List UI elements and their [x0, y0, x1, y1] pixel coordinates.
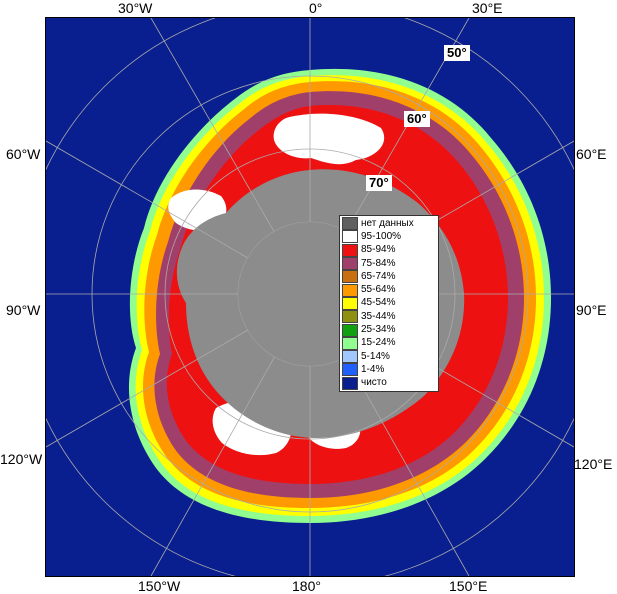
- legend-swatch: [342, 310, 358, 324]
- legend-label: 1-4%: [361, 363, 385, 375]
- lat-label-70: 70°: [366, 175, 392, 191]
- legend-label: 75-84%: [361, 257, 396, 269]
- legend-label: 55-64%: [361, 284, 396, 296]
- legend-item: 75-84%: [342, 257, 436, 271]
- legend-item: 65-74%: [342, 270, 436, 284]
- legend-item: 25-34%: [342, 323, 436, 337]
- legend-swatch: [342, 243, 358, 257]
- map-canvas: [46, 18, 574, 576]
- legend-label: 15-24%: [361, 337, 396, 349]
- legend-label: 25-34%: [361, 324, 396, 336]
- lat-label-50: 50°: [444, 45, 470, 61]
- lon-label-60w: 60°W: [6, 146, 41, 162]
- legend-label: нет данных: [361, 217, 414, 229]
- legend-swatch: [342, 257, 358, 271]
- legend-swatch: [342, 217, 358, 231]
- legend-swatch: [342, 376, 358, 390]
- lat-label-60: 60°: [404, 111, 430, 127]
- lon-label-90e: 90°E: [576, 302, 607, 318]
- legend-item: нет данных: [342, 217, 436, 231]
- legend-swatch: [342, 270, 358, 284]
- legend-item: 35-44%: [342, 310, 436, 324]
- lon-label-150e: 150°E: [449, 578, 488, 594]
- lon-label-180: 180°: [292, 578, 321, 594]
- legend-label: 65-74%: [361, 270, 396, 282]
- legend-swatch: [342, 296, 358, 310]
- lon-label-30e: 30°E: [472, 0, 503, 16]
- legend-label: 35-44%: [361, 310, 396, 322]
- legend-item: 5-14%: [342, 350, 436, 364]
- legend-swatch: [342, 323, 358, 337]
- legend-item: 95-100%: [342, 230, 436, 244]
- legend-label: 5-14%: [361, 350, 390, 362]
- legend-item: 85-94%: [342, 243, 436, 257]
- lon-label-0: 0°: [309, 0, 323, 16]
- legend-item: 1-4%: [342, 363, 436, 377]
- legend-label: чисто: [361, 377, 387, 389]
- legend-label: 95-100%: [361, 230, 402, 242]
- lon-label-150w: 150°W: [138, 578, 181, 594]
- legend-item: 55-64%: [342, 283, 436, 297]
- legend-label: 85-94%: [361, 244, 396, 256]
- ice-patch-95-100-weddell: [273, 113, 385, 165]
- legend-item: чисто: [342, 376, 436, 390]
- lon-label-90w: 90°W: [6, 302, 41, 318]
- lon-label-120e: 120°E: [574, 456, 613, 472]
- legend-swatch: [342, 283, 358, 297]
- lon-label-60e: 60°E: [576, 146, 607, 162]
- legend-item: 45-54%: [342, 296, 436, 310]
- legend-label: 45-54%: [361, 297, 396, 309]
- lon-label-30w: 30°W: [118, 0, 153, 16]
- sea-ice-map: [45, 17, 575, 577]
- legend-swatch: [342, 350, 358, 364]
- legend-swatch: [342, 363, 358, 377]
- legend-swatch: [342, 336, 358, 350]
- legend-swatch: [342, 230, 358, 244]
- legend-item: 15-24%: [342, 336, 436, 350]
- lon-label-120w: 120°W: [0, 451, 43, 467]
- legend: нет данных 95-100% 85-94% 75-84% 65-74% 55-64…: [339, 215, 439, 392]
